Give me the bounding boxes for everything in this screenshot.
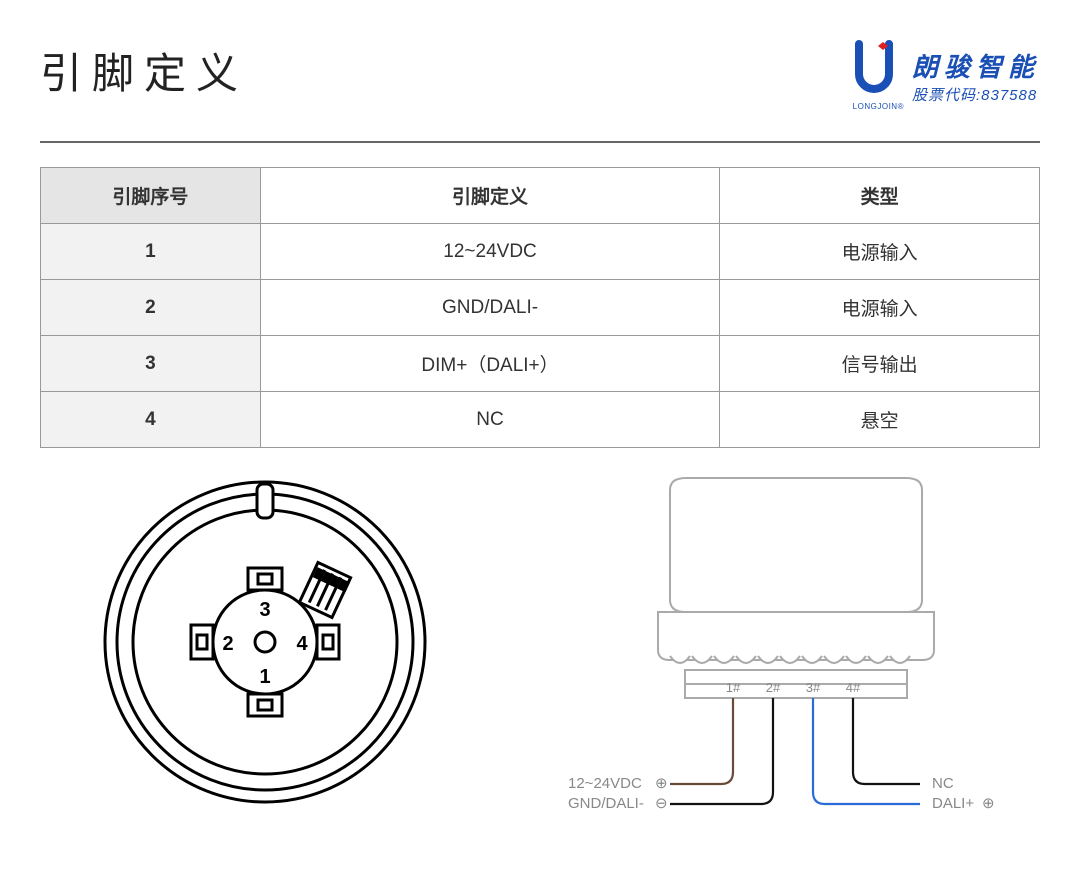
connector-svg: 3 4 1 2 [85,472,445,812]
terminal-2: 2# [766,680,781,695]
wire-sign-2: ⊖ [655,795,668,812]
logo-text-block: 朗骏智能 股票代码:837588 [912,47,1040,105]
reg-mark: ® [898,102,904,111]
connector-diagram: 3 4 1 2 [40,472,490,812]
brand-cn: 朗骏智能 [912,47,1040,84]
table-row: 3 DIM+（DALI+） 信号输出 [41,336,1040,392]
table-header-row: 引脚序号 引脚定义 类型 [41,168,1040,224]
wire-label-1: 12~24VDC [568,775,642,792]
terminal-3: 3# [806,680,821,695]
th-pin: 引脚序号 [41,168,261,224]
wire-sign-3: ⊕ [982,795,995,812]
wire-label-4: NC [932,775,954,792]
cell-pin: 3 [41,336,261,392]
wiring-diagram: 1# 2# 3# 4# 12~24VDC ⊕ GND/DALI- [520,472,1040,832]
table-row: 1 12~24VDC 电源输入 [41,224,1040,280]
diagrams-row: 3 4 1 2 [40,472,1040,832]
brand-en: LONGJOIN [853,102,898,111]
cell-pin: 4 [41,392,261,448]
th-type: 类型 [720,168,1040,224]
cell-pin: 2 [41,280,261,336]
brand-logo: LONGJOIN® 朗骏智能 股票代码:837588 [853,40,1040,111]
cell-def: NC [260,392,720,448]
cell-def: GND/DALI- [260,280,720,336]
logo-icon-wrap: LONGJOIN® [853,40,904,111]
stock-line: 股票代码:837588 [912,84,1037,105]
pin-label-3: 3 [259,599,270,621]
pin-label-1: 1 [259,666,270,688]
cell-def: DIM+（DALI+） [260,336,720,392]
wire-sign-1: ⊕ [655,775,668,792]
wire-label-3: DALI+ [932,795,974,812]
cell-type: 电源输入 [720,224,1040,280]
pin-label-2: 2 [222,633,233,655]
cell-type: 悬空 [720,392,1040,448]
logo-u-icon [853,40,895,95]
cell-type: 电源输入 [720,280,1040,336]
pin-label-4: 4 [296,633,308,655]
table-row: 2 GND/DALI- 电源输入 [41,280,1040,336]
stock-code: 837588 [981,87,1037,104]
page-title: 引脚定义 [40,40,248,101]
wire-label-2: GND/DALI- [568,795,644,812]
terminal-4: 4# [846,680,861,695]
stock-label: 股票代码: [912,87,981,104]
pin-definition-table: 引脚序号 引脚定义 类型 1 12~24VDC 电源输入 2 GND/DALI-… [40,167,1040,448]
table-row: 4 NC 悬空 [41,392,1040,448]
page-header: 引脚定义 LONGJOIN® 朗骏智能 股票代码:837588 [40,40,1040,143]
cell-def: 12~24VDC [260,224,720,280]
cell-type: 信号输出 [720,336,1040,392]
terminal-1: 1# [726,680,741,695]
th-def: 引脚定义 [260,168,720,224]
wiring-svg: 1# 2# 3# 4# 12~24VDC ⊕ GND/DALI- [520,472,1040,832]
cell-pin: 1 [41,224,261,280]
